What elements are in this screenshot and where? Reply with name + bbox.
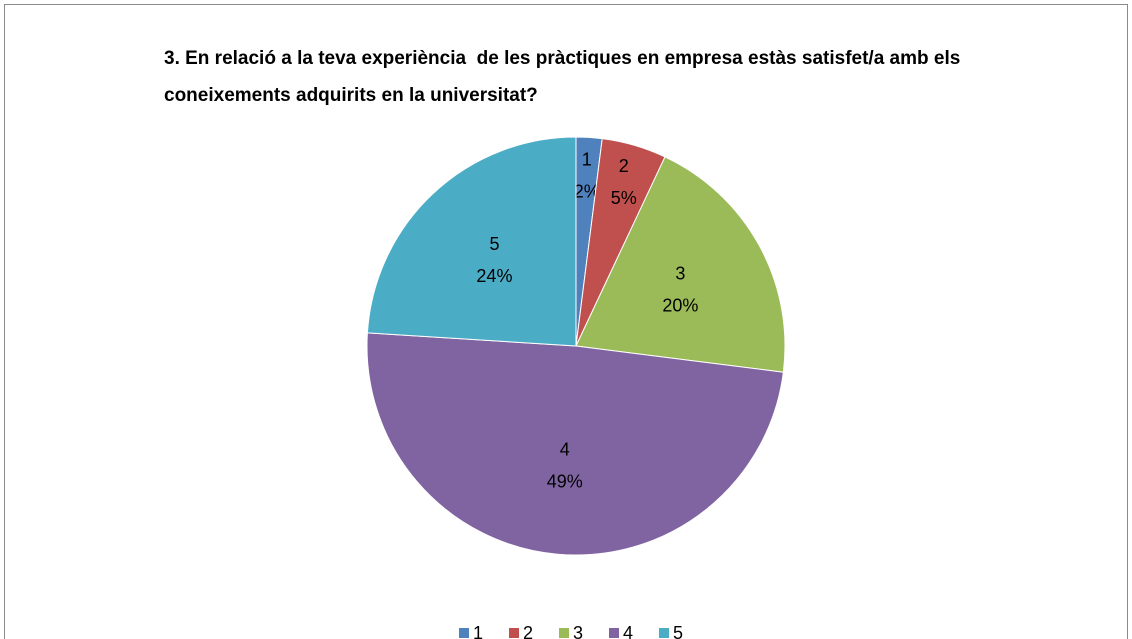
legend-swatch: [509, 628, 519, 638]
legend-swatch: [459, 628, 469, 638]
legend-label: 2: [523, 623, 533, 639]
slice-value-label: 20%: [662, 295, 698, 315]
legend-label: 3: [573, 623, 583, 639]
legend-label: 4: [623, 623, 633, 639]
chart-frame: [4, 4, 1128, 639]
slice-value-label: 24%: [476, 266, 512, 286]
slice-category-label: 2: [619, 156, 629, 176]
legend-label: 1: [473, 623, 483, 639]
pie-slice: [366, 136, 577, 347]
pie-slice: [575, 156, 786, 373]
slice-category-label: 4: [560, 439, 570, 459]
slice-category-label: 5: [489, 234, 499, 254]
slice-value-label: 49%: [547, 471, 583, 491]
legend-swatch: [659, 628, 669, 638]
slice-category-label: 3: [675, 263, 685, 283]
legend-label: 5: [673, 623, 683, 639]
pie-slice: [366, 332, 784, 556]
chart-title: 3. En relació a la teva experiència de l…: [164, 48, 966, 106]
slice-value-label: 5%: [611, 188, 637, 208]
legend-swatch: [559, 628, 569, 638]
slice-category-label: 1: [582, 150, 592, 170]
legend-swatch: [609, 628, 619, 638]
slice-value-label: 2%: [574, 182, 600, 202]
